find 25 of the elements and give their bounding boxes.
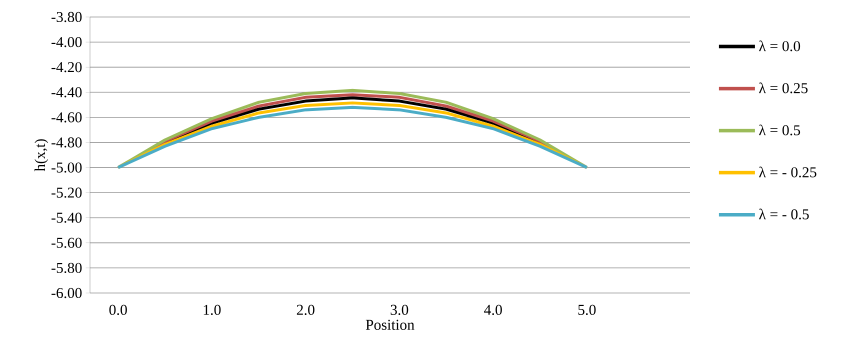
y-tick-label: -5.80 bbox=[52, 262, 82, 274]
y-tick-label: -6.00 bbox=[52, 288, 82, 298]
y-tick-label: -4.60 bbox=[52, 112, 82, 122]
x-tick-label: 2.0 bbox=[296, 304, 314, 315]
y-tick-label: -5.40 bbox=[52, 212, 82, 223]
x-tick-label: 3.0 bbox=[390, 304, 408, 315]
y-tick-label: -4.20 bbox=[52, 62, 82, 72]
legend-label: λ = 0.0 bbox=[759, 40, 800, 52]
y-tick-label: -4.80 bbox=[52, 137, 82, 148]
y-tick-label: -5.20 bbox=[52, 188, 82, 198]
legend-label: λ = - 0.25 bbox=[759, 166, 816, 178]
x-tick-label: 5.0 bbox=[578, 304, 596, 315]
x-axis-title: Position bbox=[366, 320, 414, 330]
x-tick-label: 4.0 bbox=[484, 304, 502, 315]
y-tick-label: -5.60 bbox=[52, 238, 82, 248]
y-tick-label: -3.80 bbox=[52, 12, 82, 22]
y-tick-label: -4.00 bbox=[52, 37, 82, 48]
y-axis-title: h(x,t) bbox=[34, 139, 48, 172]
legend-label: λ = 0.25 bbox=[759, 82, 808, 94]
y-tick-label: -4.40 bbox=[52, 87, 82, 98]
legend-label: λ = - 0.5 bbox=[759, 208, 809, 220]
x-tick-label: 0.0 bbox=[109, 304, 127, 315]
y-tick-label: -5.00 bbox=[52, 162, 82, 173]
x-tick-label: 1.0 bbox=[204, 304, 221, 315]
legend-label: λ = 0.5 bbox=[759, 124, 800, 136]
